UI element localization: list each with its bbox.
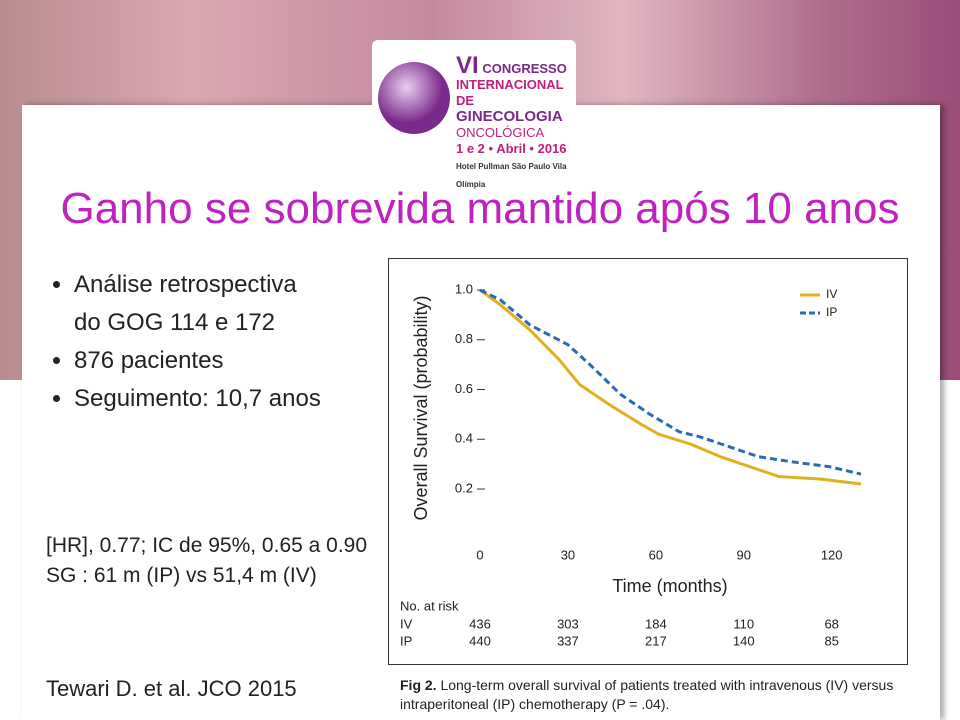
risk-count: 184 — [645, 616, 667, 631]
legend-label: IP — [826, 305, 837, 319]
risk-count: 140 — [733, 633, 755, 648]
bullet: Seguimento: 10,7 anos — [74, 380, 324, 418]
y-axis-label: Overall Survival (probability) — [411, 295, 431, 520]
bullets: Análise retrospectiva do GOG 114 e 172 8… — [36, 266, 324, 418]
logo-line: ONCOLÓGICA — [456, 125, 545, 140]
x-tick-label: 120 — [821, 547, 843, 562]
y-tick-label: 0.6 — [455, 381, 473, 396]
y-tick-label: 1.0 — [455, 281, 473, 296]
slide-title: Ganho se sobrevida mantido após 10 anos — [60, 184, 900, 233]
x-tick-label: 30 — [561, 547, 575, 562]
logo-line: GINECOLOGIA — [456, 108, 563, 125]
logo-edition: VI — [456, 52, 479, 79]
risk-count: 440 — [469, 633, 491, 648]
logo-date: 1 e 2 • Abril • 2016 — [456, 141, 567, 156]
reference: Tewari D. et al. JCO 2015 — [46, 676, 297, 701]
risk-row-label: IP — [400, 633, 412, 648]
note: SG : 61 m (IP) vs 51,4 m (IV) — [46, 564, 317, 587]
x-tick-label: 90 — [737, 547, 751, 562]
logo: VI CONGRESSO INTERNACIONAL DE GINECOLOGI… — [372, 40, 576, 189]
survival-curve — [479, 288, 862, 486]
risk-count: 303 — [557, 616, 579, 631]
slide-sheet — [22, 105, 940, 720]
survival-curve — [479, 288, 862, 476]
risk-title: No. at risk — [400, 598, 459, 613]
y-tick-label: 0.4 — [455, 431, 473, 446]
logo-line: CONGRESSO — [482, 61, 567, 76]
logo-line: INTERNACIONAL DE — [456, 77, 564, 108]
logo-venue: Hotel Pullman São Paulo Vila Olímpia — [456, 162, 567, 189]
bullet: Análise retrospectiva do GOG 114 e 172 — [74, 266, 324, 342]
risk-count: 110 — [733, 616, 754, 631]
risk-count: 337 — [557, 633, 579, 648]
figure-frame — [388, 258, 908, 665]
note: [HR], 0.77; IC de 95%, 0.65 a 0.90 — [46, 534, 368, 557]
risk-count: 217 — [645, 633, 667, 648]
y-tick-label: 0.8 — [455, 331, 473, 346]
y-tick-label: 0.2 — [455, 480, 473, 495]
risk-count: 85 — [824, 633, 838, 648]
x-tick-label: 60 — [649, 547, 663, 562]
logo-globe — [378, 62, 450, 134]
legend-label: IV — [826, 287, 837, 301]
caption-label: Fig 2. — [400, 677, 437, 693]
x-tick-label: 0 — [476, 547, 483, 562]
caption-text: Long-term overall survival of patients t… — [400, 677, 894, 712]
risk-count: 68 — [824, 616, 838, 631]
x-axis-label: Time (months) — [612, 576, 727, 596]
caption: Fig 2. Long-term overall survival of pat… — [400, 676, 920, 714]
risk-row-label: IV — [400, 616, 413, 631]
bullet: 876 pacientes — [74, 342, 324, 380]
risk-count: 436 — [469, 616, 491, 631]
